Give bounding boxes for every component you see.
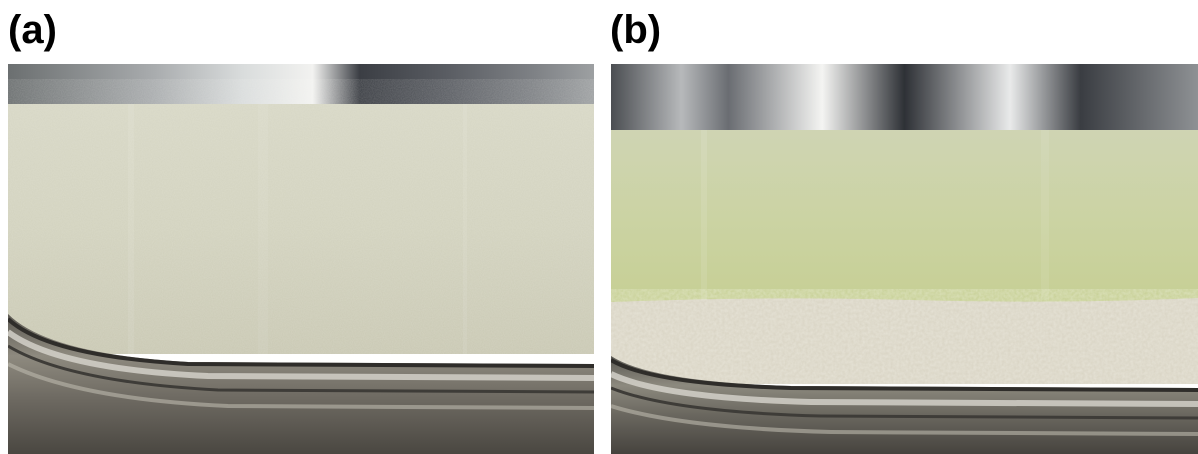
photo-panel-a (8, 64, 594, 454)
panel-label-b: (b) (610, 8, 662, 52)
sediment-photo-b (611, 64, 1198, 454)
photo-panel-b (611, 64, 1198, 454)
dispersion-photo-a (8, 64, 594, 454)
panel-label-a: (a) (8, 8, 57, 52)
